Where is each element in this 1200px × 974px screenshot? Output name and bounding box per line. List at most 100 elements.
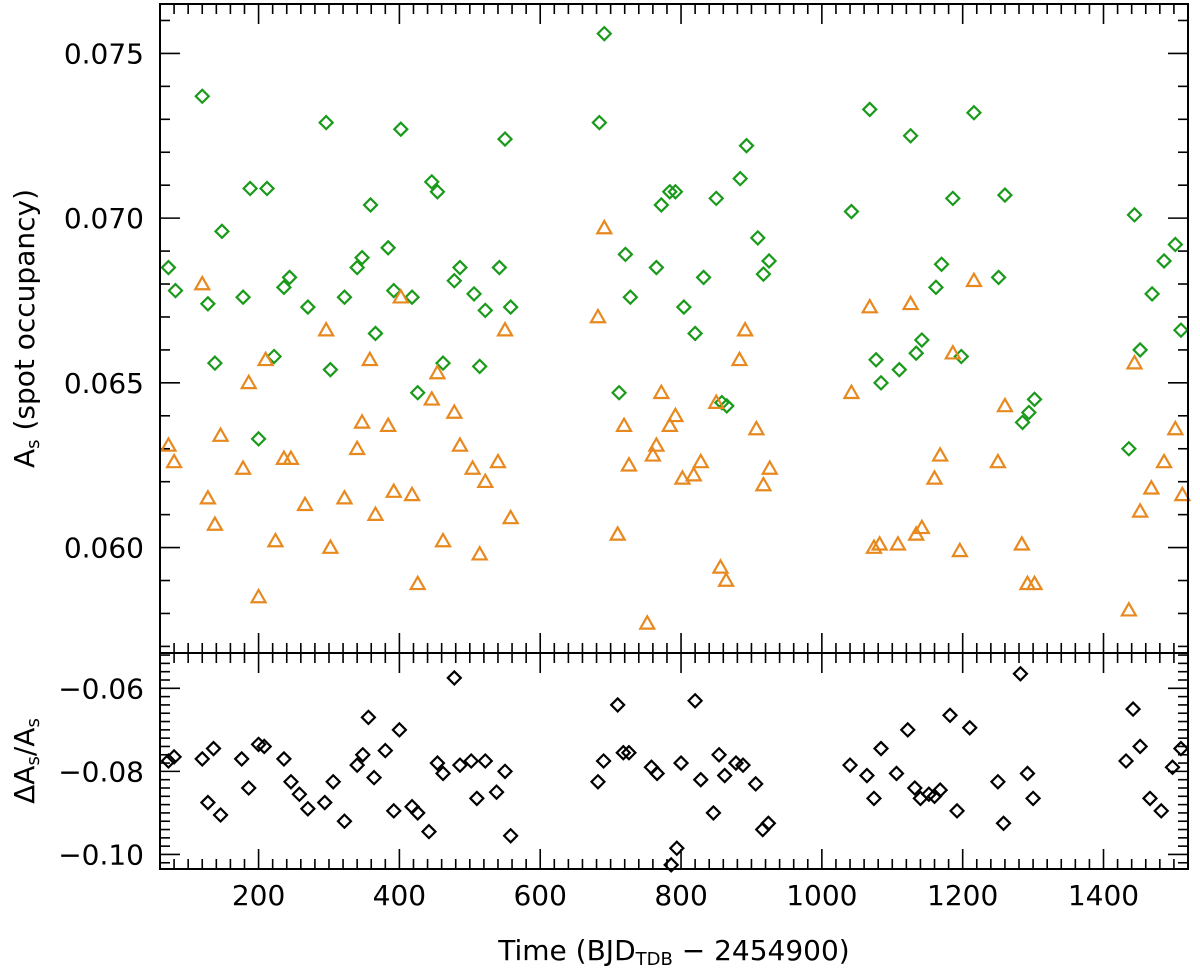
diamond-marker — [282, 773, 300, 790]
triangle-marker — [754, 475, 773, 492]
diamond-marker — [649, 765, 666, 782]
diamond-marker — [648, 259, 665, 276]
diamond-marker — [1014, 414, 1031, 431]
triangle-marker — [691, 452, 710, 469]
x-tick-label: 800 — [654, 879, 707, 912]
triangle-marker — [736, 320, 755, 337]
diamond-marker — [965, 104, 983, 121]
diamond-marker — [692, 771, 709, 788]
diamond-marker — [354, 746, 371, 763]
diamond-marker — [477, 752, 494, 770]
top-panel-y-axis-title: As (spot occupancy) — [8, 189, 44, 468]
diamond-marker — [377, 742, 394, 759]
diamond-marker — [471, 358, 488, 375]
diamond-marker — [404, 289, 421, 306]
diamond-marker — [205, 740, 222, 757]
diamond-marker — [948, 802, 966, 819]
triangle-marker — [620, 456, 638, 472]
triangle-marker — [353, 413, 371, 429]
diamond-marker — [1164, 759, 1181, 776]
y2-title-subscript: s — [23, 756, 44, 765]
diamond-marker — [1167, 236, 1184, 253]
triangle-marker — [638, 614, 657, 630]
triangle-marker — [360, 350, 379, 367]
x-tick-label: 600 — [513, 879, 566, 912]
triangle-marker — [615, 416, 633, 433]
y2-title-main: ΔA — [8, 766, 41, 804]
diamond-marker — [291, 786, 308, 803]
triangle-marker — [463, 459, 482, 475]
diamond-marker — [1132, 738, 1149, 755]
diamond-marker — [491, 259, 508, 276]
y-tick-label: 0.075 — [64, 37, 144, 70]
triangle-marker — [391, 287, 410, 304]
diamond-marker — [908, 345, 925, 362]
diamond-marker — [212, 806, 229, 824]
diamond-marker — [995, 815, 1012, 832]
triangle-marker — [296, 495, 314, 512]
diamond-marker — [233, 750, 250, 767]
diamond-marker — [322, 361, 339, 378]
diamond-marker — [213, 223, 231, 240]
panel-relative-change: −0.10 −0.08 −0.06 200 400 600 800 1000 1200 1400… — [8, 652, 1190, 970]
triangle-marker — [643, 446, 662, 462]
top-panel-y-tick-labels: 0.060 0.065 0.070 0.075 — [64, 37, 144, 564]
diamond-marker — [622, 289, 639, 306]
triangle-marker — [348, 439, 367, 456]
triangle-marker — [901, 294, 920, 311]
diamond-marker — [944, 190, 961, 207]
diamond-marker — [932, 782, 949, 799]
triangle-marker — [1119, 600, 1138, 617]
x-title-main: Time (BJD — [497, 934, 635, 967]
triangle-marker — [925, 469, 944, 485]
triangle-marker — [428, 363, 447, 380]
green-diamond-series — [160, 25, 1190, 457]
diamond-marker — [380, 239, 397, 256]
diamond-marker — [1126, 206, 1143, 223]
diamond-marker — [595, 752, 612, 770]
diamond-marker — [502, 299, 519, 316]
diamond-marker — [299, 800, 316, 817]
diamond-marker — [888, 765, 905, 782]
triangle-marker — [842, 383, 861, 400]
triangle-marker — [1131, 502, 1150, 518]
diamond-marker — [872, 740, 890, 757]
diamond-marker — [611, 384, 628, 401]
diamond-marker — [899, 721, 916, 738]
diamond-marker — [996, 187, 1013, 204]
diamond-marker — [360, 709, 377, 726]
diamond-marker — [325, 773, 342, 790]
diamond-marker — [429, 755, 446, 772]
diamond-marker — [747, 775, 764, 792]
triangle-marker — [647, 436, 666, 452]
diamond-marker — [695, 269, 712, 286]
triangle-marker — [1173, 485, 1192, 502]
triangle-marker — [711, 558, 730, 574]
diamond-marker — [336, 813, 353, 830]
diamond-marker — [1153, 802, 1170, 819]
diamond-marker — [446, 669, 463, 686]
triangle-marker — [652, 383, 671, 400]
triangle-marker — [1025, 574, 1044, 591]
triangle-marker — [422, 390, 441, 406]
diamond-marker — [409, 804, 426, 821]
triangle-marker — [239, 373, 258, 390]
triangle-marker — [501, 508, 520, 525]
diamond-marker — [760, 815, 777, 832]
diamond-marker — [275, 279, 292, 296]
diamond-marker — [749, 229, 766, 246]
diamond-marker — [913, 331, 930, 349]
diamond-marker — [409, 384, 426, 401]
diamond-marker — [1144, 285, 1161, 302]
diamond-marker — [1125, 701, 1142, 718]
top-panel-frame — [159, 3, 1189, 654]
bottom-panel-frame — [159, 652, 1189, 870]
triangle-marker — [366, 505, 385, 521]
x-title-subscript: TDB — [635, 949, 673, 970]
diamond-marker — [675, 299, 692, 316]
triangle-marker — [198, 488, 217, 505]
triangle-marker — [445, 403, 464, 419]
triangle-marker — [335, 488, 354, 505]
y-title-main: A — [8, 449, 41, 468]
diamond-marker — [1132, 341, 1149, 358]
